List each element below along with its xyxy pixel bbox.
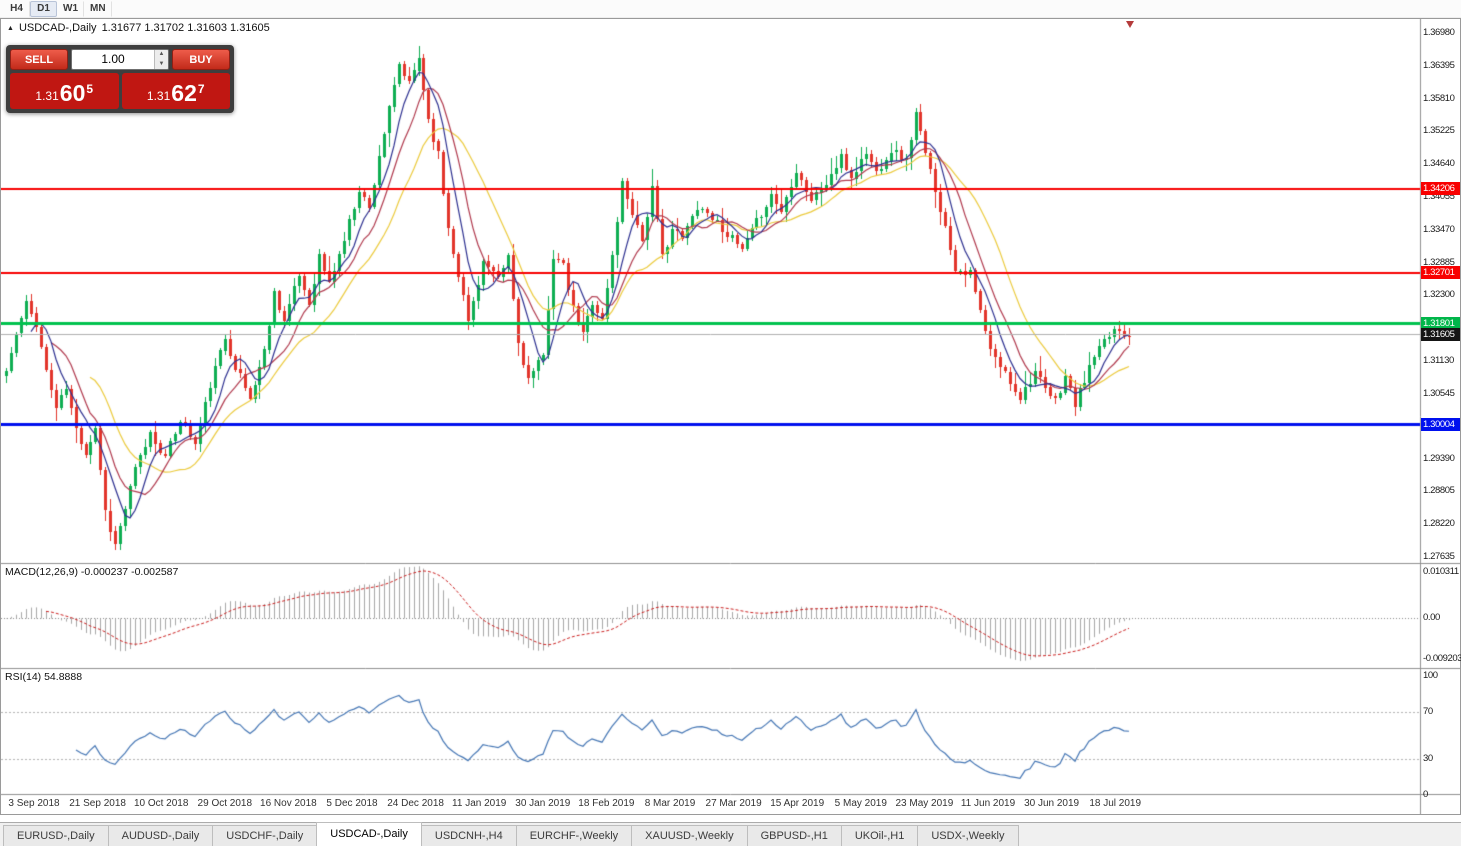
price-axis-label: 1.33470 <box>1423 223 1455 235</box>
date-axis-label: 27 Mar 2019 <box>705 798 762 809</box>
price-axis-label: 1.36980 <box>1423 27 1455 38</box>
tab-usdx-weekly[interactable]: USDX-,Weekly <box>917 825 1019 846</box>
date-axis-label: 15 Apr 2019 <box>770 798 825 809</box>
date-axis-label: 24 Dec 2018 <box>387 798 444 809</box>
buy-price-pip: 7 <box>197 82 205 96</box>
date-axis-label: 18 Jul 2019 <box>1089 798 1142 809</box>
date-axis-label: 5 May 2019 <box>834 798 887 809</box>
price-axis-label: 1.27635 <box>1423 551 1455 562</box>
macd-axis-label: 0.00 <box>1423 612 1440 623</box>
price-axis-label: 1.29390 <box>1423 452 1455 464</box>
price-axis-label: 1.28805 <box>1423 485 1455 497</box>
one-click-trading-panel: SELL 1.00 ▲ ▼ BUY 1.31 60 5 1.31 62 7 <box>6 45 234 113</box>
sell-price-prefix: 1.31 <box>35 89 59 103</box>
price-axis-label: 1.35810 <box>1423 92 1455 104</box>
date-axis-label: 18 Feb 2019 <box>578 798 635 809</box>
price-tag-1-31801: 1.31801 <box>1421 316 1460 330</box>
price-tag-1-32701: 1.32701 <box>1421 266 1460 280</box>
volume-down-icon[interactable]: ▼ <box>155 59 168 69</box>
date-axis-label: 5 Dec 2018 <box>326 798 378 809</box>
tab-usdcnh-h4[interactable]: USDCNH-,H4 <box>420 825 517 846</box>
date-axis-label: 23 May 2019 <box>895 798 954 809</box>
tab-ukoil-h1[interactable]: UKOil-,H1 <box>840 825 919 846</box>
price-axis-label: 1.35225 <box>1423 125 1455 137</box>
date-axis-label: 29 Oct 2018 <box>197 798 253 809</box>
volume-up-icon[interactable]: ▲ <box>155 50 168 60</box>
chart-shift-marker[interactable] <box>1126 21 1134 28</box>
tab-eurusd-daily[interactable]: EURUSD-,Daily <box>3 825 109 846</box>
price-axis-label: 1.34055 <box>1423 191 1455 202</box>
date-axis-label: 8 Mar 2019 <box>644 798 696 809</box>
date-axis-label: 11 Jun 2019 <box>960 798 1016 809</box>
tab-usdchf-daily[interactable]: USDCHF-,Daily <box>212 825 318 846</box>
chart-symbol-label: USDCAD-,Daily <box>18 22 97 34</box>
timeframe-button-h4[interactable]: H4 <box>3 0 30 17</box>
chart-title: ▲ USDCAD-,Daily 1.31677 1.31702 1.31603 … <box>7 22 270 34</box>
tab-gbpusd-h1[interactable]: GBPUSD-,H1 <box>746 825 842 846</box>
date-axis-label: 11 Jan 2019 <box>452 798 507 809</box>
tab-usdcad-daily[interactable]: USDCAD-,Daily <box>316 822 422 846</box>
price-tag-1-30004: 1.30004 <box>1421 417 1460 431</box>
sell-price-display[interactable]: 1.31 60 5 <box>10 73 119 109</box>
price-axis-label: 1.30545 <box>1423 387 1455 399</box>
date-axis-label: 16 Nov 2018 <box>260 798 317 809</box>
sell-button[interactable]: SELL <box>10 49 68 70</box>
tab-xauusd-weekly[interactable]: XAUUSD-,Weekly <box>631 825 748 846</box>
symbol-expand-icon: ▲ <box>7 24 14 32</box>
rsi-axis-label: 70 <box>1423 705 1433 717</box>
chart-overlays: 1.36980 1.36395 1.35810 1.35225 1.34640 1.340… <box>1 19 1461 814</box>
timeframe-button-d1[interactable]: D1 <box>30 0 57 17</box>
date-axis-label: 21 Sep 2018 <box>69 798 126 809</box>
chart-tabs-bar: EURUSD-,Daily AUDUSD-,Daily USDCHF-,Daily U… <box>0 822 1461 846</box>
macd-axis-label: -0.009203 <box>1423 653 1461 665</box>
volume-field[interactable]: 1.00 ▲ ▼ <box>71 49 169 70</box>
buy-price-prefix: 1.31 <box>146 89 171 103</box>
rsi-label: RSI(14) 54.8888 <box>5 671 83 683</box>
price-tag-1-34206: 1.34206 <box>1421 182 1460 196</box>
timeframe-toolbar: H4 D1 W1 MN <box>0 0 1461 18</box>
date-axis-label: 3 Sep 2018 <box>8 798 60 809</box>
tab-eurchf-weekly[interactable]: EURCHF-,Weekly <box>515 825 633 846</box>
buy-button[interactable]: BUY <box>172 49 230 70</box>
price-axis-label: 1.34640 <box>1423 158 1455 170</box>
buy-price-display[interactable]: 1.31 62 7 <box>121 73 230 109</box>
price-axis-label: 1.31130 <box>1423 355 1454 367</box>
volume-value: 1.00 <box>101 52 125 66</box>
date-axis-label: 10 Oct 2018 <box>133 798 189 809</box>
price-chart-canvas[interactable] <box>1 19 1460 814</box>
rsi-axis-label: 30 <box>1423 753 1433 765</box>
date-axis-label: 30 Jan 2019 <box>515 798 571 809</box>
sell-price-big: 60 <box>59 80 86 106</box>
chart-window: 1.36980 1.36395 1.35810 1.35225 1.34640 1.340… <box>0 18 1461 815</box>
price-axis-label: 1.36395 <box>1423 59 1455 71</box>
price-tag-1-31605: 1.31605 <box>1421 327 1460 341</box>
buy-price-big: 62 <box>171 80 197 106</box>
price-axis-label: 1.28220 <box>1423 518 1455 530</box>
sell-price-pip: 5 <box>86 82 94 96</box>
price-axis-label: 1.32885 <box>1423 256 1455 268</box>
chart-ohlc-values: 1.31677 1.31702 1.31603 1.31605 <box>101 22 270 34</box>
rsi-axis-label: 0 <box>1423 789 1428 800</box>
rsi-axis-label: 100 <box>1423 670 1438 681</box>
timeframe-button-mn[interactable]: MN <box>84 0 112 17</box>
macd-axis-label: 0.010311 <box>1423 566 1459 577</box>
price-axis-label: 1.32300 <box>1423 289 1455 301</box>
tab-audusd-daily[interactable]: AUDUSD-,Daily <box>107 825 214 846</box>
volume-spinner: ▲ ▼ <box>154 50 168 69</box>
macd-label: MACD(12,26,9) -0.000237 -0.002587 <box>5 566 179 578</box>
date-axis-label: 30 Jun 2019 <box>1024 798 1080 809</box>
timeframe-button-w1[interactable]: W1 <box>57 0 84 17</box>
